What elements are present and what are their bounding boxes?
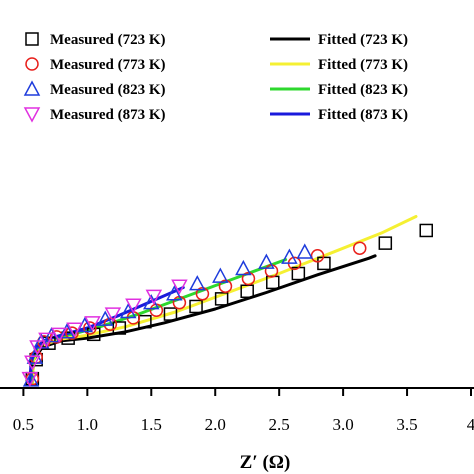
legend-marker-2 [25,57,39,71]
x-tick-label: 1.5 [141,415,162,434]
measured-point-4 [38,332,55,348]
measured-point-1 [189,299,203,314]
measured-point-2 [83,321,97,335]
measured-point-1 [112,321,127,335]
measured-point-4 [50,327,68,343]
measured-point-3 [96,310,114,326]
fitted-line-3 [29,258,288,384]
measured-point-3 [281,248,298,264]
measured-point-3 [189,275,206,291]
x-tick-label: 3.5 [396,415,417,434]
legend: Measured (723 K) Measured (773 K) Measured… [23,32,408,123]
legend-marker-1 [25,32,39,46]
legend-label-measured-1: Measured (723 K) [50,32,166,48]
fitted-lines [28,215,418,384]
measured-point-2 [310,249,325,263]
x-axis: 0.5 1.0 1.5 2.0 2.5 3.0 3.5 4 [0,387,474,434]
legend-marker-3 [23,80,41,96]
measured-point-3 [212,267,229,283]
measured-point-3 [296,243,314,259]
measured-point-3 [235,259,252,276]
x-tick-label: 0.5 [13,415,34,434]
measured-point-3 [258,253,275,269]
legend-label-measured-2: Measured (773 K) [50,57,166,73]
measured-point-4 [29,340,46,356]
measured-point-1 [214,292,229,306]
legend-marker-4 [23,107,41,123]
fitted-line-4 [28,286,185,384]
measured-point-4 [84,316,101,332]
measured-point-2 [103,317,118,331]
x-tick-label: 2.5 [269,415,290,434]
fitted-line-2 [30,215,418,384]
measured-point-2 [241,271,256,286]
measured-point-2 [352,241,367,255]
legend-label-fitted-4: Fitted (873 K) [318,107,408,123]
legend-label-fitted-1: Fitted (723 K) [318,32,408,48]
measured-point-4 [145,289,163,305]
measured-point-4 [171,279,188,295]
x-tick-label: 1.0 [77,415,98,434]
plot-area [21,215,433,388]
x-tick-label: 4 [467,415,474,434]
measured-point-2 [218,279,233,293]
measured-point-3 [120,302,137,319]
x-tick-label: 3.0 [332,415,353,434]
measured-point-3 [22,371,40,387]
measured-point-3 [58,323,76,339]
measured-markers [21,223,433,388]
measured-point-4 [24,355,41,371]
legend-label-measured-4: Measured (873 K) [50,107,166,123]
measured-point-4 [66,322,83,338]
legend-label-fitted-3: Fitted (823 K) [318,82,408,98]
measured-point-2 [49,330,64,344]
measured-point-2 [65,326,79,340]
measured-point-1 [378,236,393,250]
measured-point-1 [317,256,331,271]
legend-label-measured-3: Measured (823 K) [50,82,166,98]
x-axis-title: Z′ (Ω) [240,452,291,473]
measured-point-3 [166,285,183,301]
measured-point-4 [21,371,39,388]
measured-point-2 [195,287,210,301]
legend-label-fitted-2: Fitted (773 K) [318,57,408,73]
measured-point-1 [163,307,178,321]
measured-point-4 [104,307,122,323]
x-tick-label: 2.0 [205,415,226,434]
measured-point-1 [240,284,254,299]
measured-point-1 [419,223,433,238]
measured-point-4 [125,298,142,314]
